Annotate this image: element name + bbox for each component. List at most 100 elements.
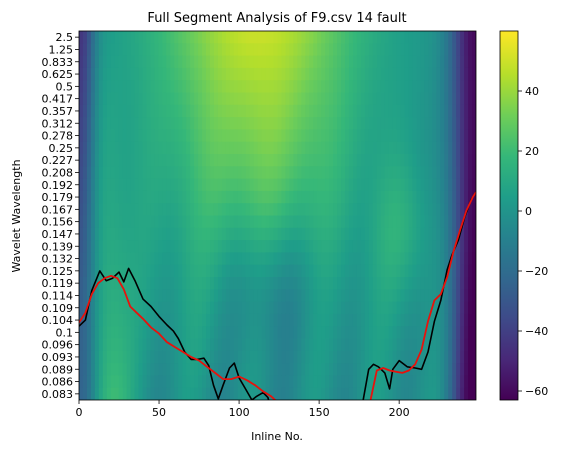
heatmap-cell <box>210 92 215 106</box>
y-tick-label: 2.5 <box>56 31 74 44</box>
heatmap-cell <box>388 43 394 57</box>
heatmap-cell <box>170 92 175 106</box>
heatmap-cell <box>456 338 461 352</box>
heatmap-cell <box>265 55 271 69</box>
heatmap-cell <box>237 43 243 57</box>
heatmap-cell <box>416 178 422 192</box>
heatmap-cell <box>352 104 358 118</box>
heatmap-cell <box>110 80 116 94</box>
heatmap-cell <box>142 129 148 143</box>
heatmap-cell <box>289 178 294 192</box>
heatmap-cell <box>182 363 187 376</box>
heatmap-cell <box>138 31 144 44</box>
heatmap-cell <box>233 277 239 290</box>
heatmap-cell <box>237 338 243 352</box>
heatmap-cell <box>424 80 429 94</box>
heatmap-cell <box>94 141 100 155</box>
heatmap-cell <box>94 178 100 192</box>
heatmap-cell <box>269 387 275 400</box>
heatmap-cell <box>309 203 314 217</box>
heatmap-cell <box>329 277 334 290</box>
heatmap-cell <box>404 338 410 352</box>
heatmap-cell <box>110 326 116 340</box>
heatmap-cell <box>444 240 449 253</box>
heatmap-cell <box>428 43 433 57</box>
heatmap-cell <box>337 141 342 155</box>
heatmap-cell <box>388 166 394 180</box>
heatmap-cell <box>289 338 294 352</box>
heatmap-cell <box>293 313 298 327</box>
heatmap-cell <box>348 80 354 94</box>
heatmap-cell <box>468 166 473 180</box>
heatmap-cell <box>190 375 195 389</box>
heatmap-cell <box>372 350 378 364</box>
heatmap-cell <box>273 55 279 69</box>
heatmap-cell <box>134 129 140 143</box>
heatmap-cell <box>134 92 140 106</box>
heatmap-cell <box>217 67 223 81</box>
heatmap-cell <box>142 227 148 241</box>
heatmap-cell <box>364 55 370 69</box>
heatmap-cell <box>194 301 199 315</box>
heatmap-cell <box>313 43 318 57</box>
heatmap-cell <box>416 227 422 241</box>
heatmap-cell <box>400 80 406 94</box>
heatmap-cell <box>464 104 469 118</box>
heatmap-cell <box>424 338 429 352</box>
heatmap-cell <box>138 178 144 192</box>
heatmap-cell <box>376 264 382 278</box>
heatmap-cell <box>396 80 402 94</box>
heatmap-cell <box>194 289 199 303</box>
heatmap-cell <box>110 375 116 389</box>
heatmap-cell <box>253 326 259 340</box>
heatmap-cell <box>229 43 235 57</box>
heatmap-cell <box>79 55 84 69</box>
heatmap-cell <box>376 80 382 94</box>
heatmap-cell <box>460 129 465 143</box>
heatmap-cell <box>114 277 120 290</box>
heatmap-cell <box>356 375 362 389</box>
heatmap-cell <box>341 215 346 229</box>
heatmap-cell <box>182 227 187 241</box>
heatmap-cell <box>337 289 342 303</box>
heatmap-cell <box>301 252 306 266</box>
heatmap-cell <box>198 363 203 376</box>
heatmap-cell <box>130 277 136 290</box>
heatmap-cell <box>444 203 449 217</box>
heatmap-cell <box>472 178 476 192</box>
heatmap-cell <box>356 67 362 81</box>
heatmap-cell <box>416 264 422 278</box>
heatmap-cell <box>114 190 120 204</box>
y-tick-label: 0.147 <box>42 228 74 241</box>
heatmap-cell <box>206 55 211 69</box>
heatmap-cell <box>424 166 429 180</box>
heatmap-cell <box>376 387 382 400</box>
heatmap-cell <box>468 190 473 204</box>
heatmap-cell <box>428 190 433 204</box>
heatmap-cell <box>122 240 128 253</box>
heatmap-cell <box>233 80 239 94</box>
heatmap-cell <box>297 80 302 94</box>
heatmap-cell <box>257 190 263 204</box>
heatmap-cell <box>452 55 457 69</box>
heatmap-cell <box>79 215 84 229</box>
heatmap-cell <box>79 31 84 44</box>
heatmap-cell <box>82 215 88 229</box>
heatmap-cell <box>106 203 112 217</box>
heatmap-cell <box>106 387 112 400</box>
heatmap-cell <box>329 67 334 81</box>
heatmap-cell <box>237 227 243 241</box>
heatmap-cell <box>194 203 199 217</box>
heatmap-cell <box>468 350 473 364</box>
heatmap-cell <box>146 190 152 204</box>
heatmap-cell <box>281 178 287 192</box>
heatmap-cell <box>344 215 350 229</box>
heatmap-cell <box>186 264 191 278</box>
heatmap-cell <box>265 178 271 192</box>
heatmap-cell <box>456 92 461 106</box>
heatmap-cell <box>281 117 287 130</box>
heatmap-cell <box>126 264 132 278</box>
heatmap-cell <box>114 350 120 364</box>
heatmap-cell <box>233 264 239 278</box>
heatmap-cell <box>452 326 457 340</box>
